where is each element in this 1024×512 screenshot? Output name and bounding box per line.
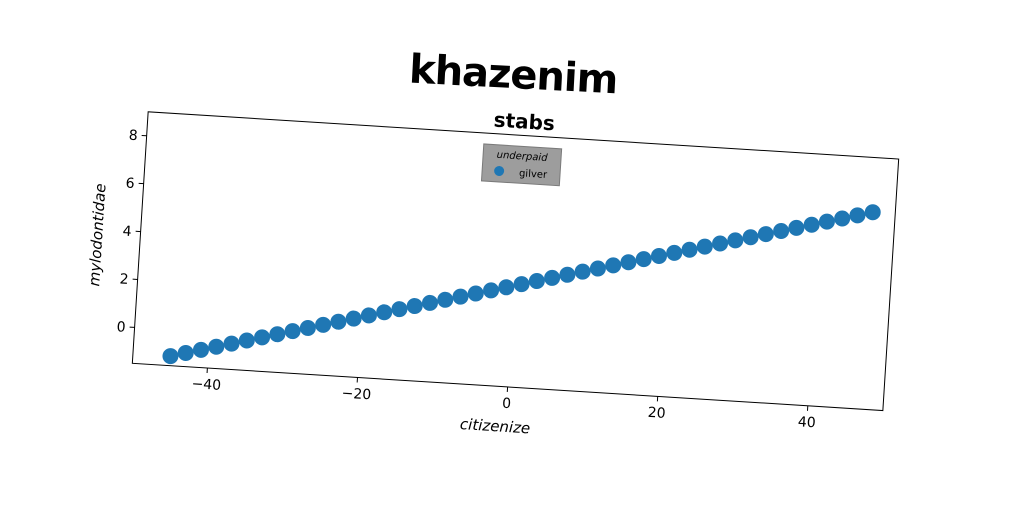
data-point [574,263,591,280]
data-point [589,260,606,277]
data-point [803,216,820,233]
data-point [238,332,255,349]
data-point [330,313,347,330]
data-point [345,310,362,327]
y-tick-label: 8 [128,128,138,145]
y-tick-label: 2 [119,271,129,288]
data-point [406,298,423,315]
data-point [605,257,622,274]
data-point [452,288,469,305]
data-point [483,282,500,299]
data-point [498,279,515,296]
x-tick-label: 0 [502,396,512,413]
data-point [269,326,286,343]
data-point [513,276,530,293]
data-point [620,254,637,271]
data-point [712,235,729,252]
data-point [742,229,759,246]
data-point [650,248,667,265]
data-point [162,348,179,365]
plot-area: stabs −40 −20 0 20 40 0 2 4 6 8 citizenize mylod… [85,108,900,437]
data-point [254,329,271,346]
data-point [834,210,851,227]
data-point [849,207,866,224]
axes-title: stabs [493,108,556,136]
data-point [666,244,683,261]
legend: underpaid gilver [480,143,563,187]
data-point [208,338,225,355]
data-point [681,241,698,258]
y-axis-label: mylodontidae [85,183,109,287]
data-point [437,291,454,308]
y-axis: 0 2 4 6 8 [116,128,147,336]
x-tick-label: 20 [647,405,666,422]
data-point [223,335,240,352]
data-point [421,294,438,311]
data-point [757,226,774,243]
data-point [360,307,377,324]
y-tick-label: 0 [116,319,126,336]
series-gilver [162,204,881,365]
legend-title: underpaid [496,150,548,164]
data-point [864,204,881,221]
data-point [376,304,393,321]
y-tick-label: 4 [122,223,132,240]
x-axis: −40 −20 0 20 40 [191,368,816,431]
data-point [528,273,545,290]
x-tick-label: −20 [341,386,371,404]
x-tick-label: −40 [191,376,221,394]
data-point [315,316,332,333]
data-point [177,344,194,361]
y-tick-label: 6 [125,176,135,193]
x-axis-label: citizenize [459,415,530,437]
data-point [299,319,316,336]
data-point [727,232,744,249]
data-point [467,285,484,302]
data-point [696,238,713,255]
data-point [635,251,652,268]
data-point [391,301,408,318]
legend-box [480,143,563,187]
data-point [788,219,805,236]
data-point [773,222,790,239]
data-point [818,213,835,230]
data-point [559,266,576,283]
data-point [192,341,209,358]
data-point [284,323,301,340]
figure-suptitle: khazenim [408,47,618,104]
data-point [544,269,561,286]
x-tick-label: 40 [797,414,816,431]
legend-label-gilver: gilver [519,168,549,181]
legend-marker-gilver [494,165,505,176]
